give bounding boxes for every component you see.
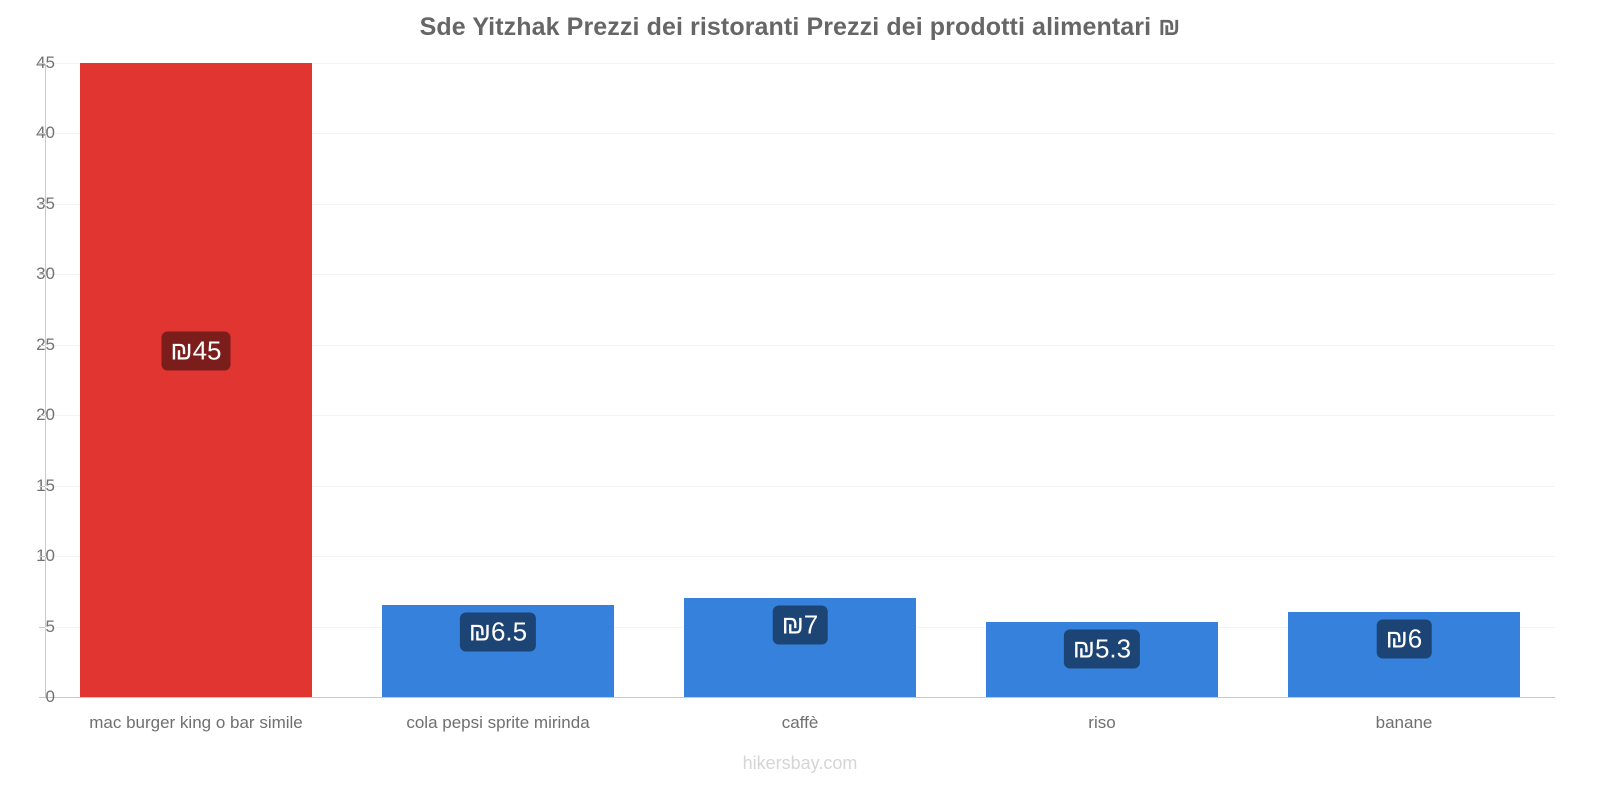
y-axis-tick-label: 40 — [36, 123, 55, 143]
gridline — [45, 344, 1555, 346]
y-axis-tick-mark — [39, 697, 45, 698]
y-axis-tick-label: 5 — [45, 616, 55, 636]
y-axis-tick-label: 20 — [36, 405, 55, 425]
y-axis-tick-mark — [39, 133, 45, 135]
y-axis-tick-label: 30 — [36, 264, 55, 284]
chart-title: Sde Yitzhak Prezzi dei ristoranti Prezzi… — [419, 13, 1181, 41]
x-axis-category-label: mac burger king o bar simile — [89, 713, 303, 732]
y-axis-tick-mark — [39, 556, 45, 558]
bar[interactable] — [79, 63, 313, 697]
y-axis-tick-label: 10 — [36, 546, 55, 566]
bar-value-label: ₪7 — [772, 605, 828, 645]
bar-value-label: ₪6 — [1376, 619, 1432, 659]
y-axis-tick-mark — [39, 485, 45, 487]
y-axis-line — [45, 63, 46, 698]
gridline — [45, 415, 1555, 417]
x-axis-category-label: cola pepsi sprite mirinda — [406, 713, 590, 732]
gridline — [45, 63, 1555, 64]
y-axis-tick-mark — [39, 274, 45, 276]
y-axis-tick-label: 45 — [36, 53, 55, 72]
gridline — [45, 485, 1555, 487]
bar-value-label: ₪6.5 — [459, 612, 537, 652]
axis-baseline — [45, 697, 1555, 698]
bar[interactable] — [1287, 612, 1521, 697]
x-axis-category-label: banane — [1375, 713, 1433, 732]
gridline — [45, 274, 1555, 276]
y-axis-tick-label: 25 — [36, 334, 55, 354]
bar[interactable] — [381, 605, 615, 697]
x-axis-category-label: riso — [1088, 713, 1116, 732]
bar[interactable] — [985, 622, 1219, 697]
gridline — [45, 133, 1555, 135]
x-axis-category-label: caffè — [781, 713, 819, 732]
y-axis-tick-mark — [39, 415, 45, 417]
gridline — [45, 556, 1555, 558]
y-axis-tick-label: 35 — [36, 193, 55, 213]
plot-area: ₪45 ₪6.5 ₪7 ₪5.3 ₪6 — [45, 63, 1555, 698]
bar[interactable] — [683, 598, 917, 697]
y-axis-tick-label: 15 — [36, 475, 55, 495]
y-axis-tick-mark — [39, 626, 45, 628]
y-axis-tick-label: 0 — [45, 687, 55, 706]
y-axis-tick-mark — [39, 203, 45, 205]
bar-value-label: ₪5.3 — [1063, 629, 1141, 669]
bar-value-label: ₪45 — [161, 331, 231, 371]
footer-credit: hikersbay.com — [742, 753, 858, 773]
gridline — [45, 203, 1555, 205]
y-axis-tick-mark — [39, 63, 45, 64]
y-axis-tick-mark — [39, 344, 45, 346]
